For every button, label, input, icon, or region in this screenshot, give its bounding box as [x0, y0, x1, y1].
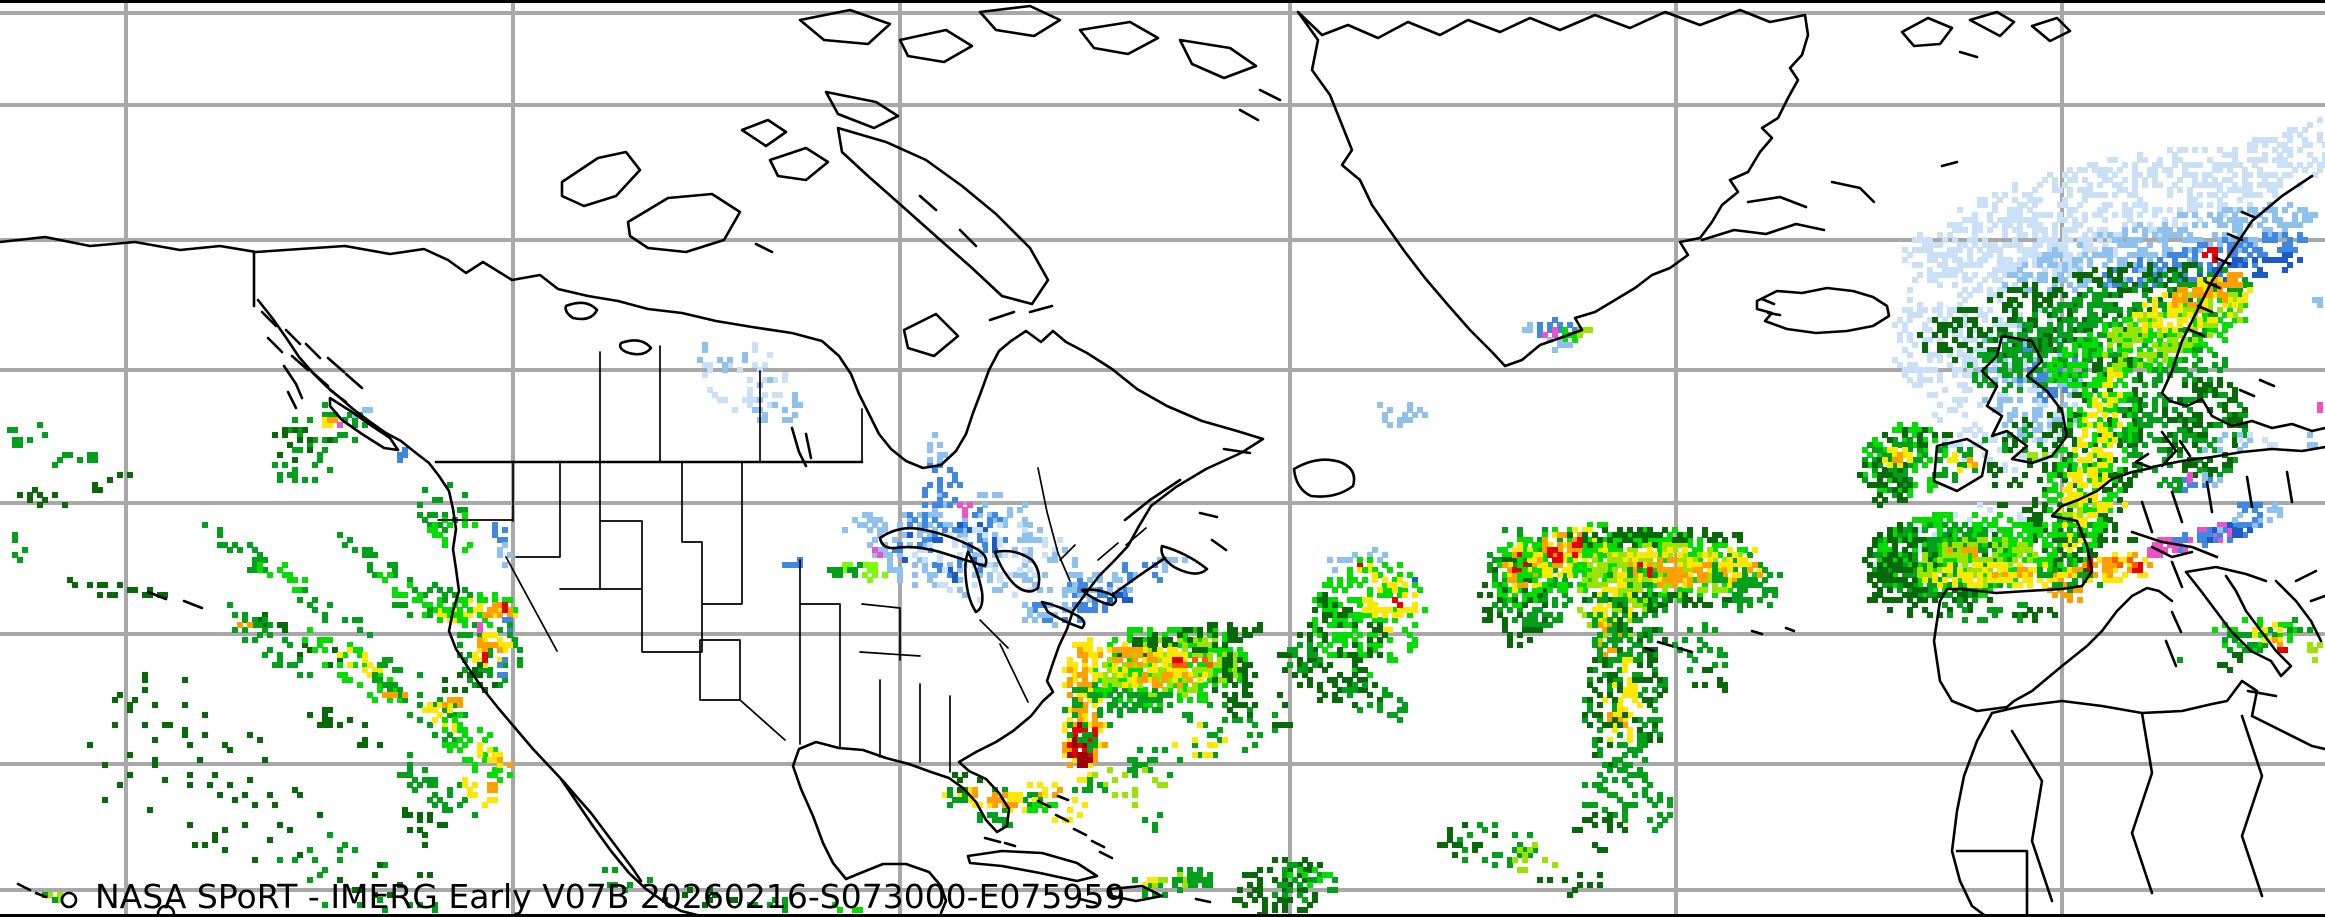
coastline-italy-balkans	[2164, 565, 2325, 698]
islands-svalbard	[1900, 10, 2072, 168]
precipitation-layer	[7, 117, 2325, 917]
coastline-uk	[1980, 334, 2069, 465]
great-lakes	[878, 478, 1182, 630]
map-title-label: NASA SPoRT - IMERG Early V07B 20260216-S…	[95, 877, 1125, 916]
borders-canada-provinces	[599, 345, 1071, 582]
islands-canadian-arctic	[560, 4, 1282, 358]
coastline-iceland	[1755, 286, 1891, 335]
coastline-europe	[1932, 445, 2325, 713]
coastline-greenland	[1296, 8, 1876, 368]
islands-pacific-bc	[146, 310, 400, 610]
coastlines	[0, 4, 2325, 917]
hawaii-big-island	[60, 891, 78, 909]
coastline-north-africa	[1950, 679, 2325, 917]
coastline-north-america	[0, 235, 1265, 915]
islands-hawaii	[16, 882, 48, 899]
coastline-ireland	[1932, 437, 1989, 493]
islands-atlantic-canada	[1160, 447, 1356, 575]
islands-caribbean	[966, 794, 1212, 905]
islands-azores	[1643, 626, 1796, 654]
coastline-scandinavia	[2160, 174, 2325, 468]
canadian-lakes	[564, 301, 813, 468]
borders-us-states	[437, 461, 1147, 773]
border-us-canada	[252, 250, 864, 464]
